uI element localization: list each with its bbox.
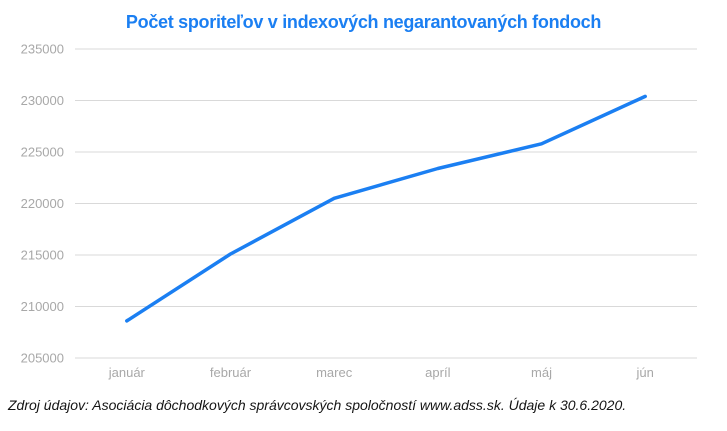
- x-axis-tick-label: február: [210, 365, 252, 380]
- x-axis-tick-label: marec: [316, 365, 353, 380]
- y-axis-tick-label: 230000: [21, 93, 64, 108]
- x-axis-tick-label: január: [108, 365, 146, 380]
- x-axis-tick-label: máj: [531, 365, 552, 380]
- chart-title: Počet sporiteľov v indexových negarantov…: [125, 12, 602, 32]
- y-axis-tick-label: 225000: [21, 145, 64, 160]
- source-note: Zdroj údajov: Asociácia dôchodkových spr…: [8, 397, 627, 413]
- x-axis-tick-label: jún: [635, 365, 653, 380]
- y-axis-tick-label: 210000: [21, 299, 64, 314]
- y-axis-tick-label: 220000: [21, 196, 64, 211]
- y-axis-tick-label: 205000: [21, 351, 64, 366]
- series-line: [125, 94, 647, 323]
- y-axis-tick-label: 235000: [21, 42, 64, 57]
- y-axis-tick-label: 215000: [21, 248, 64, 263]
- x-axis-tick-label: apríl: [425, 365, 450, 380]
